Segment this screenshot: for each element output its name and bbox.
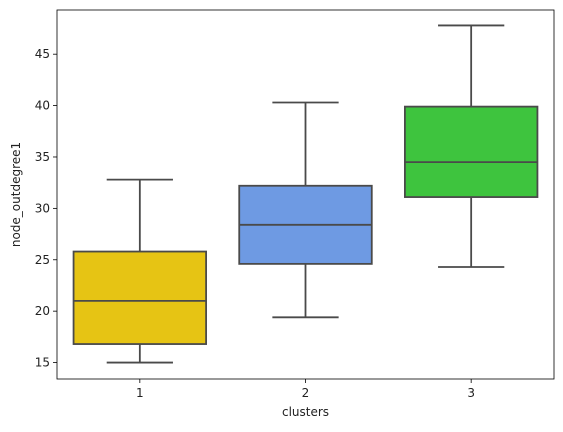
y-tick-label: 25	[35, 253, 50, 267]
x-axis: 1 2 3	[136, 379, 475, 400]
box-group-3	[403, 24, 539, 268]
y-tick-label: 30	[35, 201, 50, 215]
box-group-2	[238, 101, 373, 319]
x-tick-label: 1	[136, 386, 144, 400]
y-tick-label: 45	[35, 47, 50, 61]
y-tick-label: 35	[35, 150, 50, 164]
y-axis: 15 20 25 30 35 40 45	[35, 47, 57, 370]
x-tick-label: 3	[467, 386, 475, 400]
y-axis-title: node_outdegree1	[9, 142, 23, 247]
box-3	[403, 105, 539, 198]
y-tick-label: 20	[35, 304, 50, 318]
x-tick-label: 2	[302, 386, 310, 400]
box-group-1	[72, 178, 208, 364]
y-tick-label: 40	[35, 99, 50, 113]
boxes-layer	[72, 24, 539, 364]
x-axis-title: clusters	[282, 405, 329, 419]
box-1	[72, 250, 208, 345]
y-tick-label: 15	[35, 356, 50, 370]
